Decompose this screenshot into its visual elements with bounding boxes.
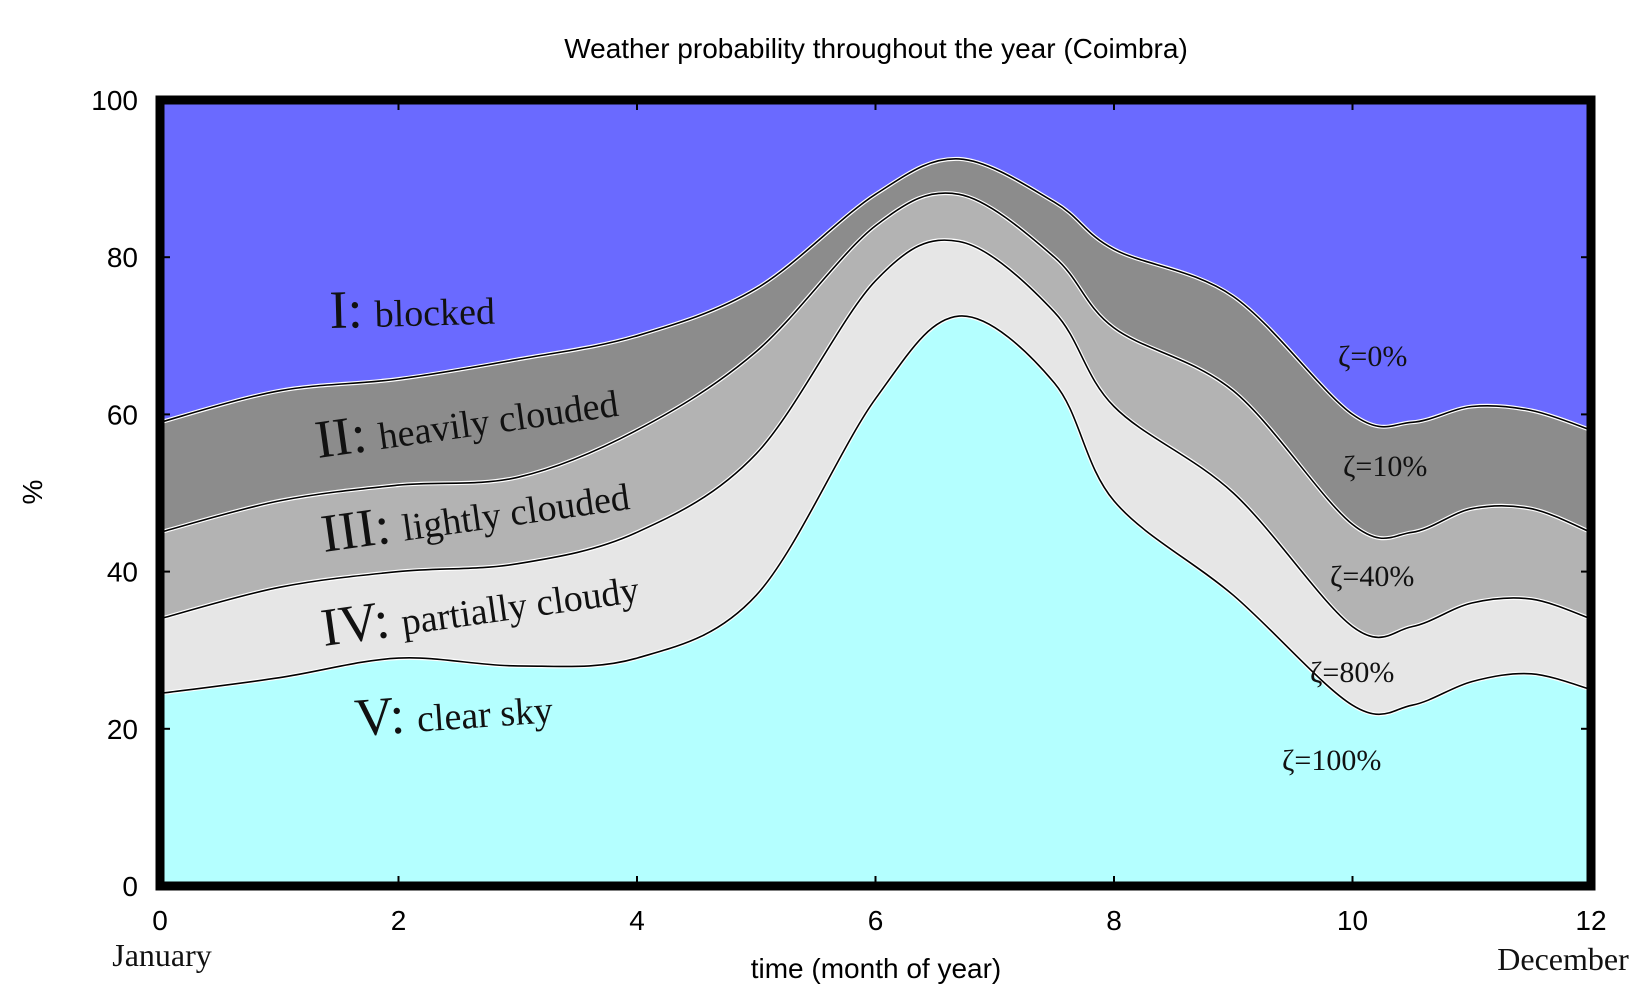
chart-title: Weather probability throughout the year …	[564, 33, 1188, 64]
region-roman-v: V:	[353, 685, 407, 748]
boundary-line	[159, 239, 1592, 639]
region-name-blocked: blocked	[374, 291, 495, 336]
region-roman-iii: III:	[317, 495, 394, 564]
boundary-line	[159, 158, 1592, 431]
region-label-clear-sky: V: clear sky	[353, 674, 555, 748]
axis-tick-labels: 0 2 4 6 8 10 12 0 20 40 60 80 100	[91, 85, 1606, 936]
zeta-label-100: ζ=100%	[1282, 744, 1381, 777]
boundary-lines	[159, 156, 1592, 717]
region-roman-ii: II:	[311, 403, 370, 470]
x-tick-label: 10	[1337, 905, 1368, 936]
region-label-blocked: I: blocked	[329, 276, 496, 340]
x-end-label: December	[1497, 941, 1629, 977]
x-tick-label: 8	[1106, 905, 1122, 936]
svg-text:I:blocked: I: blocked	[329, 276, 496, 340]
y-tick-label: 60	[107, 399, 138, 430]
svg-text:V:clear sky: V: clear sky	[353, 674, 555, 748]
axis-ticks	[159, 99, 1592, 887]
x-tick-label: 0	[152, 905, 168, 936]
zeta-label-40: ζ=40%	[1330, 560, 1414, 593]
boundary-line	[159, 315, 1592, 716]
x-tick-label: 4	[629, 905, 645, 936]
zeta-label-80: ζ=80%	[1310, 656, 1394, 689]
zeta-label-0: ζ=0%	[1338, 340, 1407, 373]
x-tick-label: 12	[1575, 905, 1606, 936]
x-tick-label: 2	[391, 905, 407, 936]
area-layers	[160, 100, 1591, 886]
y-tick-label: 100	[91, 85, 138, 116]
x-axis-label: time (month of year)	[751, 953, 1002, 984]
y-tick-label: 80	[107, 242, 138, 273]
boundary-line	[159, 192, 1592, 540]
region-name-clear-sky: clear sky	[416, 689, 555, 740]
region-roman-i: I:	[329, 279, 364, 340]
y-tick-label: 20	[107, 714, 138, 745]
y-tick-label: 0	[122, 871, 138, 902]
x-start-label: January	[112, 937, 212, 973]
region-roman-iv: IV:	[317, 589, 393, 658]
area-clear-sky	[160, 315, 1591, 886]
y-axis-label: %	[17, 480, 48, 505]
x-tick-label: 6	[868, 905, 884, 936]
y-tick-label: 40	[107, 557, 138, 588]
zeta-label-10: ζ=10%	[1343, 450, 1427, 483]
